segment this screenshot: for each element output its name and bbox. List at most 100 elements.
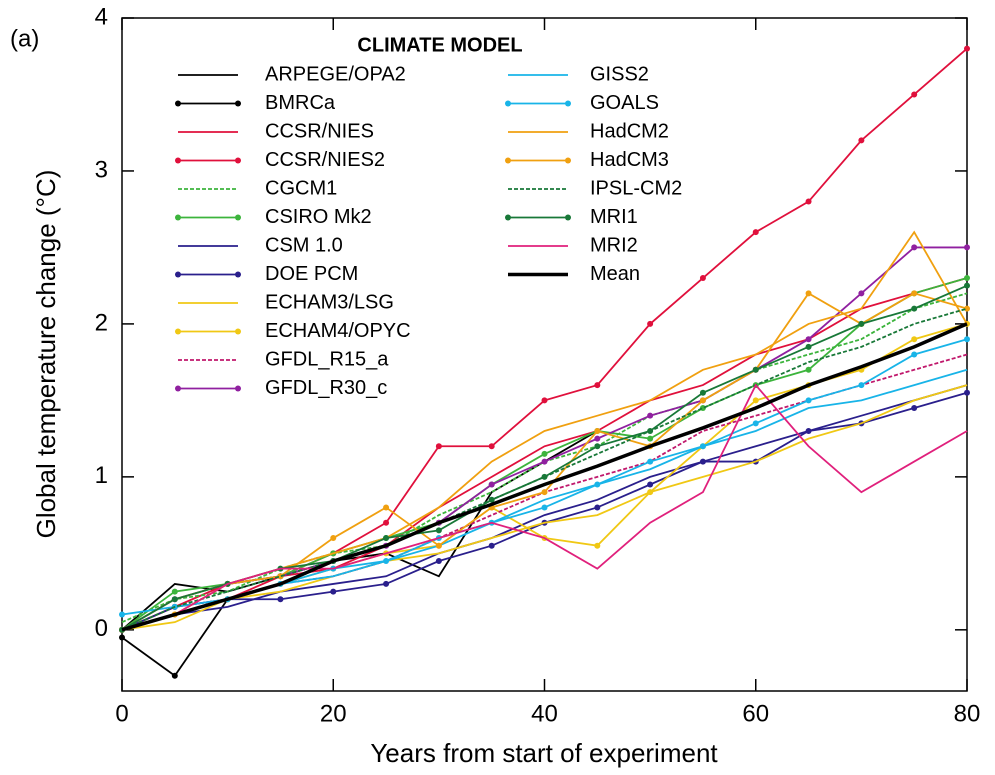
series-point: [911, 405, 918, 412]
series-line: [121, 277, 968, 631]
series-point: [805, 366, 812, 373]
legend-label: GISS2: [590, 63, 649, 85]
y-tick-label: 4: [95, 3, 108, 30]
series-point: [383, 519, 390, 526]
series-point: [805, 343, 812, 350]
series-point: [858, 382, 865, 389]
legend-dot: [505, 157, 511, 164]
legend-dot: [175, 385, 181, 392]
series-point: [541, 397, 548, 404]
series-point: [541, 450, 548, 457]
series-point: [964, 282, 970, 289]
series-point: [383, 580, 390, 587]
series-point: [858, 137, 865, 144]
legend-dot: [565, 214, 571, 221]
series-point: [964, 244, 970, 251]
series-point: [277, 573, 284, 580]
legend-dot: [565, 157, 571, 164]
series-point: [435, 542, 442, 549]
legend-dot: [235, 157, 241, 164]
legend-title: CLIMATE MODEL: [357, 34, 522, 56]
series-line: [121, 384, 968, 631]
legend-label: CCSR/NIES2: [265, 149, 385, 171]
y-tick-label: 1: [95, 462, 108, 489]
series-point: [752, 229, 759, 236]
series-point: [594, 542, 601, 549]
series-point: [752, 420, 759, 427]
series-point: [647, 489, 654, 496]
legend-label: DOE PCM: [265, 263, 358, 285]
series-line: [121, 322, 968, 632]
legend-label: HadCM2: [590, 120, 669, 142]
series-point: [805, 290, 812, 297]
series-point: [541, 504, 548, 511]
series-point: [911, 351, 918, 358]
legend-dot: [175, 271, 181, 278]
series-point: [119, 634, 125, 641]
series-point: [383, 504, 390, 511]
legend-dot: [505, 100, 511, 107]
series-line: [121, 598, 229, 677]
series-point: [805, 397, 812, 404]
legend-dot: [565, 100, 571, 107]
legend-dot: [505, 214, 511, 221]
legend-dot: [175, 328, 181, 335]
x-tick-label: 60: [742, 700, 769, 727]
series-point: [541, 489, 548, 496]
legend-label: ECHAM3/LSG: [265, 291, 394, 313]
series-point: [171, 672, 178, 679]
series-point: [488, 496, 495, 503]
series-point: [435, 557, 442, 564]
legend-label: CSIRO Mk2: [265, 206, 372, 228]
series-line: [121, 384, 968, 631]
legend-dot: [235, 271, 241, 278]
series-point: [647, 412, 654, 419]
legend-label: HadCM3: [590, 149, 669, 171]
legend-dot: [235, 100, 241, 107]
legend-label: GOALS: [590, 92, 659, 114]
series-point: [647, 481, 654, 488]
series-point: [964, 275, 970, 282]
series-point: [594, 382, 601, 389]
series-point: [541, 458, 548, 465]
series-point: [805, 427, 812, 434]
series-point: [330, 588, 337, 595]
legend-dot: [175, 214, 181, 221]
series-line: [121, 230, 968, 631]
series-point: [647, 427, 654, 434]
series-point: [911, 91, 918, 98]
series-point: [964, 389, 970, 396]
x-tick-label: 20: [320, 700, 347, 727]
legend-label: ARPEGE/OPA2: [265, 63, 406, 85]
legend-label: CCSR/NIES: [265, 120, 374, 142]
series-point: [435, 527, 442, 534]
x-tick-label: 80: [954, 700, 981, 727]
legend-label: Mean: [590, 263, 640, 285]
series-point: [964, 305, 970, 312]
y-tick-label: 3: [95, 156, 108, 183]
y-tick-label: 2: [95, 309, 108, 336]
series-point: [911, 305, 918, 312]
series-point: [752, 397, 759, 404]
series-point: [911, 336, 918, 343]
series-point: [383, 535, 390, 542]
series-point: [488, 443, 495, 450]
legend-dot: [235, 385, 241, 392]
series-point: [699, 275, 706, 282]
series-point: [699, 389, 706, 396]
y-tick-label: 0: [95, 615, 108, 642]
panel-label: (a): [10, 25, 39, 52]
legend-label: CSM 1.0: [265, 234, 343, 256]
legend-label: IPSL-CM2: [590, 177, 682, 199]
series-point: [435, 443, 442, 450]
series-point: [541, 473, 548, 480]
series-point: [858, 320, 865, 327]
series-point: [964, 336, 970, 343]
series-point: [805, 198, 812, 205]
series-point: [699, 397, 706, 404]
legend-dot: [235, 328, 241, 335]
series-point: [330, 535, 337, 542]
legend-label: MRI1: [590, 206, 638, 228]
series-point: [964, 45, 970, 52]
